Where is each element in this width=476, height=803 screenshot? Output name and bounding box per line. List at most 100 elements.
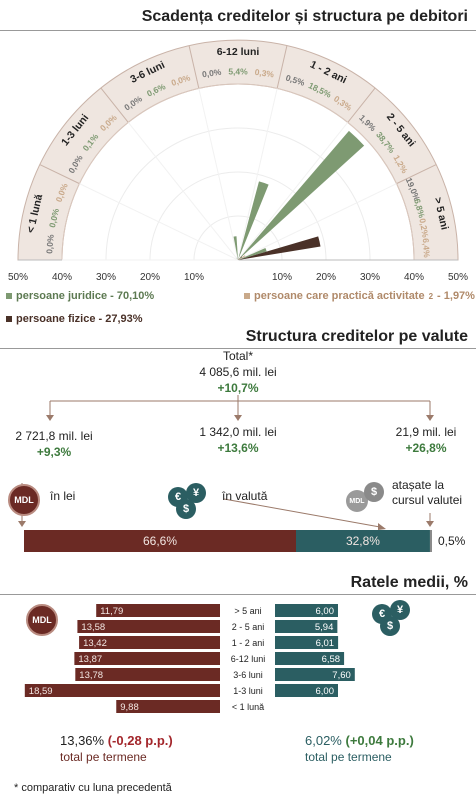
fan-bar	[238, 258, 239, 260]
fan-value-label: 5,4%	[228, 66, 248, 76]
mdl-total-label: total pe termene	[60, 750, 147, 764]
mdl-badge-icon: MDL	[8, 484, 40, 516]
rate-bar-mdl-label: 13,78	[79, 670, 103, 681]
fan-axis-tick: 30%	[96, 272, 116, 283]
fan-sector-spoke	[127, 122, 239, 261]
legend-label-activitate: persoane care practică activitate	[254, 290, 425, 302]
mdl-rates-badge-icon: MDL	[26, 604, 58, 636]
fan-bar	[233, 236, 238, 260]
rate-bar-mdl	[79, 636, 220, 649]
section3-divider	[0, 594, 476, 595]
currency-bar-segment	[24, 530, 296, 552]
fan-axis-tick: 40%	[52, 272, 72, 283]
rate-bar-fx-label: 6,58	[322, 654, 341, 665]
fan-category-label: 6-12 luni	[217, 46, 260, 58]
total-block: Total* 4 085,6 mil. lei +10,7%	[188, 348, 288, 396]
fan-axis-tick: 10%	[184, 272, 204, 283]
fan-bar	[238, 255, 246, 260]
fx-rates-coins-icon: € ¥ $	[372, 600, 416, 636]
fan-inner-edge	[61, 83, 415, 261]
currency-bar-label: 0,5%	[438, 534, 466, 548]
currency-stacked-bar: 66,6% 32,8% 0,5%	[24, 530, 466, 552]
fan-value-label: 0,0%	[201, 67, 222, 80]
fx-block: 1 342,0 mil. lei +13,6%	[188, 424, 288, 456]
fan-axis-tick: 50%	[8, 272, 28, 283]
rate-bar-mdl	[96, 604, 220, 617]
fan-value-label: 0,0%	[44, 234, 56, 255]
lei-value: 2 721,8 mil. lei	[15, 429, 93, 443]
average-rates-chart: 11,79 > 5 ani 6,00 13,58 2 - 5 ani 5,94 13,42 1…	[24, 604, 355, 713]
fan-ring	[105, 127, 371, 261]
fx-coins-icon: € ¥ $	[168, 483, 212, 519]
idx-block: 21,9 mil. lei +26,8%	[376, 424, 476, 456]
rate-bar-mdl	[74, 652, 221, 665]
rate-bar-fx-label: 6,00	[316, 606, 335, 617]
currency-bar-label: 66,6%	[143, 534, 177, 548]
legend-swatch-fizice	[6, 316, 12, 322]
idx-label-line2: cursul valutei	[392, 493, 463, 507]
legend-juridice: persoane juridice - 70,10%	[6, 290, 154, 302]
rate-bar-mdl	[75, 668, 220, 681]
legend-fizice: persoane fizice - 27,93%	[6, 313, 143, 325]
legend-swatch-juridice	[6, 293, 12, 299]
section1-divider	[0, 30, 476, 31]
rate-bar-fx	[275, 620, 338, 633]
rate-category-label: 2 - 5 ani	[232, 622, 265, 632]
legend-activitate: persoane care practică activitate 2 - 1,9…	[244, 290, 475, 302]
mdl-badge-text: MDL	[14, 495, 34, 505]
legend-sup-activitate: 2	[428, 291, 434, 301]
fan-value-label: 0,0%	[47, 207, 61, 229]
rate-bar-fx	[275, 668, 355, 681]
rate-bar-mdl	[116, 700, 220, 713]
rate-category-label: 3-6 luni	[233, 670, 263, 680]
idx-change: +26,8%	[405, 441, 447, 455]
rate-bar-fx	[275, 604, 338, 617]
fx-total: 6,02% (+0,04 p.p.)	[305, 733, 414, 748]
fan-sector-divider	[188, 45, 200, 89]
fan-axis-tick: 40%	[404, 272, 424, 283]
rate-bar-fx	[275, 684, 338, 697]
fan-sector-spoke	[79, 183, 239, 261]
fan-ring	[149, 171, 327, 261]
section3-title: Ratele medii, %	[350, 574, 468, 591]
section1-title: Scadența creditelor și structura pe debi…	[141, 8, 468, 25]
fan-value-label: 0,2%	[417, 217, 430, 238]
dollar-coin-icon: $	[176, 499, 196, 519]
legend-label-juridice: persoane juridice - 70,10%	[16, 290, 155, 302]
rate-bar-fx-label: 5,94	[315, 622, 334, 633]
fan-sector-spoke	[237, 88, 278, 261]
dollar-rates-coin-icon: $	[380, 616, 400, 636]
rate-category-label: < 1 lună	[232, 702, 264, 712]
currency-tree-lines	[18, 395, 434, 530]
mdl-total: 13,36% (-0,28 p.p.)	[60, 733, 173, 748]
legend-swatch-activitate	[244, 293, 250, 299]
idx-label: atașate la cursul valutei	[392, 478, 462, 508]
fan-bar	[238, 256, 243, 260]
mdl-gray-coin-icon: MDL	[346, 490, 368, 512]
rate-bar-mdl-label: 9,88	[120, 702, 139, 713]
mdl-total-change: (-0,28 p.p.)	[107, 733, 173, 748]
yen-coin-icon: ¥	[186, 483, 206, 503]
dollar-gray-coin-icon: $	[364, 482, 384, 502]
yen-rates-coin-icon: ¥	[390, 600, 410, 620]
currency-bar-label: 32,8%	[346, 534, 380, 548]
total-change: +10,7%	[217, 381, 259, 395]
rate-bar-mdl	[24, 684, 221, 697]
lei-label: în lei	[50, 489, 76, 503]
total-label: Total*	[222, 349, 254, 363]
fx-label: în valută	[222, 489, 268, 503]
rate-bar-fx-label: 7,60	[332, 670, 351, 681]
lei-block: 2 721,8 mil. lei +9,3%	[4, 428, 104, 460]
fx-total-change: (+0,04 p.p.)	[345, 733, 414, 748]
rate-category-label: 1-3 luni	[233, 686, 263, 696]
currency-bar-segment	[296, 530, 430, 552]
legend-value-activitate: - 1,97%	[437, 290, 475, 302]
fan-axis-tick: 30%	[360, 272, 380, 283]
fan-sector-divider	[347, 87, 376, 123]
fan-bar	[236, 257, 238, 260]
footnote: * comparativ cu luna precedentă	[14, 782, 172, 794]
fx-total-label: total pe termene	[305, 750, 392, 764]
fan-bar	[238, 181, 269, 260]
legend-label-fizice: persoane fizice - 27,93%	[16, 313, 143, 325]
fan-bar	[238, 130, 365, 260]
